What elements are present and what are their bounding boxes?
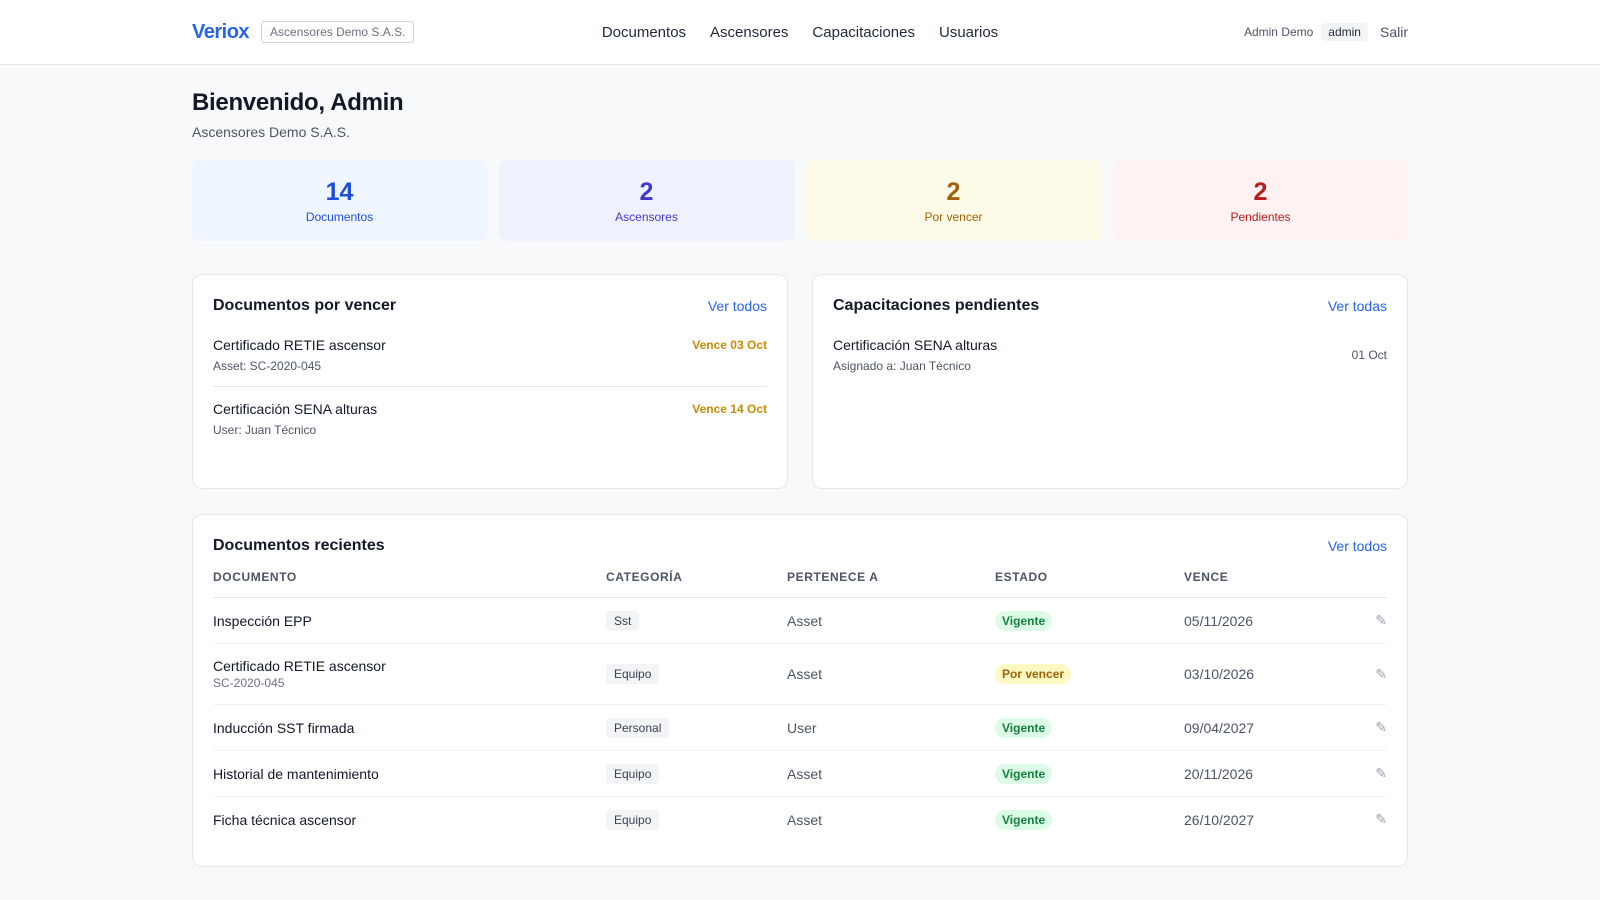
stat-label: Documentos <box>305 209 374 224</box>
nav-usuarios[interactable]: Usuarios <box>938 23 999 41</box>
page-title: Bienvenido, Admin <box>192 89 404 116</box>
stat-label: Pendientes <box>1230 209 1291 224</box>
item-subtitle: User: Juan Técnico <box>213 423 317 437</box>
dashboard-content: Bienvenido, Admin Ascensores Demo S.A.S.… <box>192 89 1408 867</box>
document-name[interactable]: Historial de mantenimiento <box>213 765 379 782</box>
due-date: Vence 03 Oct <box>692 338 767 352</box>
table-row[interactable]: Inspección EPP Sst Asset Vigente 05/11/2… <box>213 597 1387 644</box>
main-nav: Documentos Ascensores Capacitaciones Usu… <box>602 24 998 41</box>
pencil-icon[interactable]: ✎ <box>1334 704 1387 751</box>
panel-title: Capacitaciones pendientes <box>833 297 1040 314</box>
owner-type: Asset <box>787 811 823 828</box>
owner-type: Asset <box>787 597 995 644</box>
expiry-date: 03/10/2026 <box>1184 643 1334 705</box>
logout-button[interactable]: Salir <box>1379 24 1408 40</box>
view-all-recent-link[interactable]: Ver todos <box>1327 538 1387 554</box>
nav-capacitaciones[interactable]: Capacitaciones <box>812 23 915 41</box>
status-badge: Vigente <box>995 763 1053 784</box>
category-badge: Personal <box>606 717 670 738</box>
column-header-categoria: CATEGORÍA <box>606 570 787 598</box>
document-asset-code: SC-2020-045 <box>213 676 285 690</box>
status-badge: Por vencer <box>995 664 1072 684</box>
category-badge: Equipo <box>606 664 660 684</box>
status-badge: Vigente <box>995 610 1053 631</box>
panels-row: Documentos por vencer Ver todos Certific… <box>192 274 1408 489</box>
category-badge: Equipo <box>606 763 660 784</box>
organization-badge[interactable]: Ascensores Demo S.A.S. <box>261 21 415 43</box>
expiry-date: 26/10/2027 <box>1184 811 1255 828</box>
pencil-icon[interactable]: ✎ <box>1334 643 1387 705</box>
pending-trainings-panel: Capacitaciones pendientes Ver todas Cert… <box>812 274 1408 489</box>
expiry-date: 05/11/2026 <box>1184 597 1334 644</box>
document-name[interactable]: Inspección EPP <box>213 612 312 629</box>
expiry-date: 20/11/2026 <box>1184 750 1334 797</box>
column-header-pertenece: PERTENECE A <box>787 570 995 598</box>
owner-type: User <box>787 704 995 751</box>
table-row[interactable]: Certificado RETIE ascensor SC-2020-045 E… <box>213 643 1387 705</box>
document-name[interactable]: Inducción SST firmada <box>213 719 355 736</box>
nav-documentos[interactable]: Documentos <box>601 23 687 41</box>
stat-value: 2 <box>639 177 654 206</box>
company-name: Ascensores Demo S.A.S. <box>192 124 350 140</box>
nav-ascensores[interactable]: Ascensores <box>710 23 789 41</box>
column-header-documento: DOCUMENTO <box>213 570 606 598</box>
due-date: Vence 14 Oct <box>692 402 767 416</box>
table-row[interactable]: Inducción SST firmada Personal User Vige… <box>213 704 1387 751</box>
recent-documents-table: DOCUMENTO CATEGORÍA PERTENECE A ESTADO V… <box>213 570 1387 843</box>
stat-card-ascensores[interactable]: 2 Ascensores <box>499 160 794 241</box>
stat-label: Ascensores <box>615 209 678 224</box>
list-item[interactable]: Certificado RETIE ascensor Asset: SC-202… <box>213 323 767 386</box>
stat-value: 2 <box>946 177 961 206</box>
pencil-icon[interactable]: ✎ <box>1334 750 1387 797</box>
training-date: 01 Oct <box>1351 348 1387 362</box>
user-menu: Admin Demo admin Salir <box>1244 23 1408 41</box>
list-item[interactable]: Certificación SENA alturas User: Juan Té… <box>213 386 767 450</box>
top-navbar: Veriox Ascensores Demo S.A.S. Documentos… <box>0 0 1600 65</box>
stat-value: 14 <box>325 177 354 206</box>
column-header-vence: VENCE <box>1184 570 1334 598</box>
status-badge: Vigente <box>995 809 1053 830</box>
owner-type: Asset <box>787 750 995 797</box>
status-badge: Vigente <box>995 717 1053 738</box>
view-all-trainings-link[interactable]: Ver todas <box>1327 298 1387 314</box>
column-header-estado: ESTADO <box>995 570 1184 598</box>
item-title: Certificado RETIE ascensor <box>213 337 386 353</box>
item-subtitle: Asset: SC-2020-045 <box>213 359 322 373</box>
stat-card-documentos[interactable]: 14 Documentos <box>192 160 487 241</box>
category-badge: Sst <box>606 610 640 631</box>
stats-row: 14 Documentos 2 Ascensores 2 Por vencer … <box>192 160 1408 241</box>
user-name: Admin Demo <box>1243 25 1314 39</box>
role-badge: admin <box>1321 23 1368 41</box>
table-row[interactable]: Historial de mantenimiento Equipo Asset … <box>213 750 1387 797</box>
owner-type: Asset <box>787 643 995 705</box>
panel-title: Documentos recientes <box>213 537 385 554</box>
expiring-documents-panel: Documentos por vencer Ver todos Certific… <box>192 274 788 489</box>
list-item[interactable]: Certificación SENA alturas Asignado a: J… <box>833 323 1387 386</box>
stat-value: 2 <box>1253 177 1268 206</box>
column-header-actions <box>1334 570 1387 598</box>
table-row[interactable]: Ficha técnica ascensor Equipo Asset Vige… <box>213 797 1387 843</box>
view-all-expiring-link[interactable]: Ver todos <box>707 298 767 314</box>
brand: Veriox Ascensores Demo S.A.S. <box>192 20 415 44</box>
stat-label: Por vencer <box>924 209 983 224</box>
pencil-icon[interactable]: ✎ <box>1375 811 1387 828</box>
document-name[interactable]: Ficha técnica ascensor <box>213 811 357 828</box>
recent-documents-panel: Documentos recientes Ver todos DOCUMENTO… <box>192 514 1408 867</box>
item-subtitle: Asignado a: Juan Técnico <box>833 359 971 373</box>
expiry-date: 09/04/2027 <box>1184 704 1334 751</box>
item-title: Certificación SENA alturas <box>213 401 378 417</box>
stat-card-por-vencer[interactable]: 2 Por vencer <box>806 160 1101 241</box>
pencil-icon[interactable]: ✎ <box>1334 597 1387 644</box>
category-badge: Equipo <box>606 809 660 830</box>
item-title: Certificación SENA alturas <box>833 337 998 353</box>
document-name[interactable]: Certificado RETIE ascensor <box>213 658 386 674</box>
panel-title: Documentos por vencer <box>213 297 397 314</box>
logo[interactable]: Veriox <box>192 20 250 43</box>
stat-card-pendientes[interactable]: 2 Pendientes <box>1113 160 1408 241</box>
